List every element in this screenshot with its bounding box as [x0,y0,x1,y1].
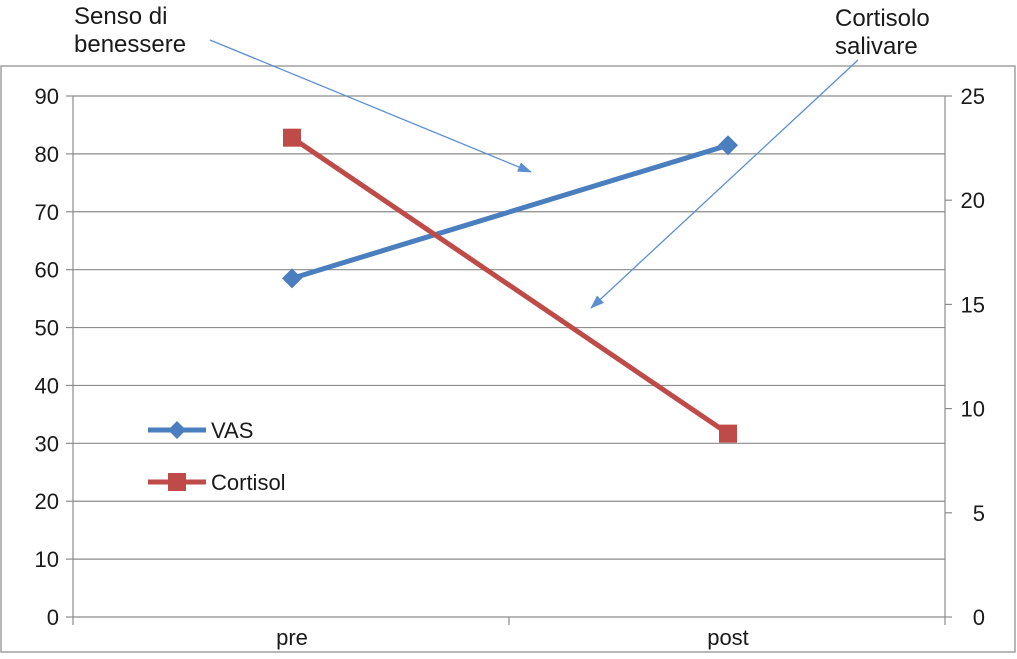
x-tick-label-post: post [707,625,749,650]
y-left-tick-label-0: 0 [47,605,59,630]
legend-marker-cortisol [168,473,186,491]
y-right-tick-label-0: 0 [973,605,985,630]
axes: 0 10 20 30 40 50 60 70 80 90 0 5 10 15 20 25 pre post [35,84,985,650]
series-point-cortisol-post [719,424,737,443]
y-left-tick-label-30: 30 [35,431,59,456]
annotation-1-line-2: benessere [74,31,186,58]
series-lines [282,128,738,443]
series-line-vas [291,142,729,281]
y-left-tick-label-50: 50 [35,316,59,341]
x-tick-label-pre: pre [276,625,308,650]
legend-label-vas: VAS [211,418,253,443]
annotation-1-line-1: Senso di [74,3,167,30]
y-right-tick-label-15: 15 [961,292,985,317]
y-left-tick-label-10: 10 [35,547,59,572]
gridlines [73,95,945,560]
annotation-1-arrow [209,39,532,173]
y-right-tick-label-25: 25 [961,84,985,109]
y-right-tick-label-10: 10 [961,397,985,422]
series-point-vas-post [718,135,738,156]
series-point-cortisol-pre [283,128,301,147]
y-left-tick-label-60: 60 [35,258,59,283]
annotation-2-arrow [590,59,859,309]
plot-frame [0,65,1016,653]
legend: VAS Cortisol [148,418,286,495]
legend-marker-vas [168,421,186,439]
y-left-tick-label-40: 40 [35,373,59,398]
y-left-tick-label-20: 20 [35,489,59,514]
annotation-2-line-2: salivare [835,33,918,60]
legend-label-cortisol: Cortisol [211,470,286,495]
y-left-tick-label-90: 90 [35,84,59,109]
y-right-tick-label-5: 5 [973,501,985,526]
y-left-tick-label-70: 70 [35,200,59,225]
annotation-2-line-1: Cortisolo [835,5,930,32]
y-right-tick-label-20: 20 [961,188,985,213]
series-point-vas-pre [282,268,302,289]
y-left-tick-label-80: 80 [35,142,59,167]
series-line-cortisol [290,135,730,436]
